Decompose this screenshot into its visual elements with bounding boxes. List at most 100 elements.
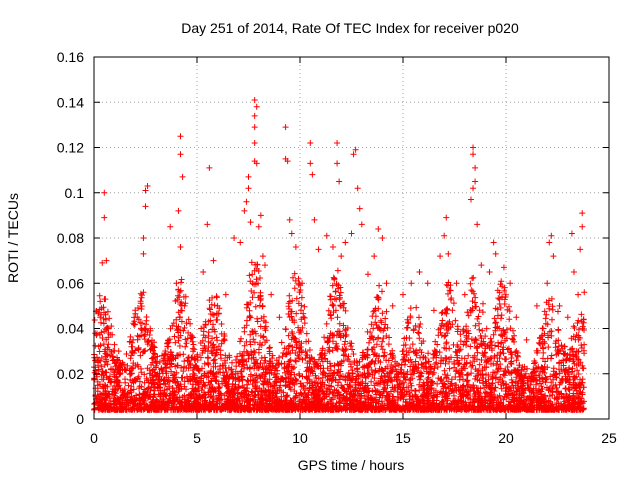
data-point (472, 178, 479, 185)
data-point (352, 146, 359, 153)
data-point (247, 219, 254, 226)
data-point (251, 139, 258, 146)
data-point (315, 246, 322, 253)
data-point (245, 185, 252, 192)
data-point (338, 253, 345, 260)
data-point (175, 207, 182, 214)
data-point (492, 250, 499, 257)
data-point (115, 348, 122, 355)
data-point (189, 334, 196, 341)
data-point (167, 223, 174, 230)
data-point (453, 280, 460, 287)
x-tick-label: 5 (193, 430, 201, 446)
x-tick-label: 0 (90, 430, 98, 446)
data-point (472, 164, 479, 171)
data-point (348, 230, 355, 237)
data-point (241, 207, 248, 214)
x-tick-label: 25 (601, 430, 617, 446)
x-axis-label: GPS time / hours (298, 457, 405, 473)
y-axis-label: ROTI / TECUs (5, 193, 21, 283)
y-tick-label: 0.04 (57, 321, 84, 337)
y-tick-label: 0.14 (57, 94, 84, 110)
data-point (486, 268, 493, 275)
data-point (371, 253, 378, 260)
data-point (334, 139, 341, 146)
data-point (177, 133, 184, 140)
data-point (237, 239, 244, 246)
x-tick-label: 15 (395, 430, 411, 446)
data-point (467, 196, 474, 203)
data-point (577, 246, 584, 253)
data-point (430, 307, 437, 314)
data-point (97, 314, 104, 321)
data-point (579, 210, 586, 217)
data-points (95, 96, 588, 373)
data-point (97, 298, 104, 305)
data-point (437, 253, 444, 260)
data-point (500, 264, 507, 271)
data-point (261, 262, 268, 269)
data-point (581, 289, 588, 296)
data-point (251, 96, 258, 103)
data-point (309, 171, 316, 178)
data-point (288, 230, 295, 237)
data-point (570, 268, 577, 275)
data-point (103, 257, 110, 264)
data-point (251, 112, 258, 119)
data-point (579, 223, 586, 230)
data-point (177, 244, 184, 251)
data-point (130, 336, 137, 343)
data-point (282, 124, 289, 131)
data-point (470, 185, 477, 192)
grid (94, 57, 609, 419)
data-point (470, 144, 477, 151)
data-point (383, 280, 390, 287)
data-point (158, 352, 165, 359)
x-axis: 0 5 10 15 20 25 (90, 57, 617, 446)
data-point (334, 160, 341, 167)
data-point (356, 205, 363, 212)
data-point (177, 151, 184, 158)
data-point (276, 314, 283, 321)
data-point (99, 259, 106, 266)
data-point (364, 271, 371, 278)
data-point (231, 235, 238, 241)
y-tick-label: 0.12 (57, 140, 84, 156)
data-point (210, 257, 217, 264)
data-point (523, 336, 530, 343)
data-point (550, 253, 557, 260)
data-point (358, 221, 365, 228)
data-point (575, 291, 582, 298)
data-point (206, 164, 213, 171)
data-point (540, 325, 547, 332)
data-point (533, 302, 540, 309)
data-point (445, 250, 452, 257)
y-tick-label: 0.16 (57, 49, 84, 65)
x-tick-label: 20 (498, 430, 514, 446)
data-point (568, 230, 575, 237)
data-point (544, 280, 551, 287)
data-point (424, 280, 431, 287)
data-point (546, 239, 553, 246)
data-point (299, 280, 306, 287)
data-point (284, 158, 291, 165)
data-point (179, 173, 186, 180)
data-point (251, 124, 258, 131)
y-tick-label: 0.06 (57, 275, 84, 291)
data-point (142, 203, 149, 210)
data-point (354, 185, 361, 192)
data-point (222, 291, 229, 298)
data-point (181, 302, 188, 309)
data-point (329, 244, 336, 251)
data-point (101, 214, 108, 221)
data-point (173, 280, 180, 287)
data-point (478, 262, 485, 269)
data-point (307, 160, 314, 167)
data-point (461, 291, 468, 298)
data-point (257, 212, 264, 219)
data-point (443, 214, 450, 221)
dense-background-points (91, 259, 588, 413)
data-point (214, 302, 221, 309)
data-point (548, 232, 555, 239)
